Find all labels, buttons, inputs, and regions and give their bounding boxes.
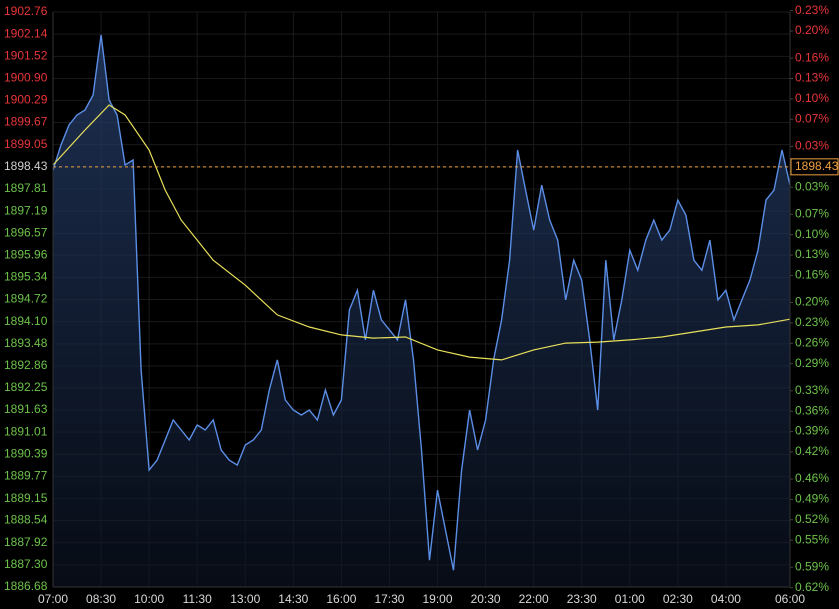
y2-tick-label: 0.20%: [795, 23, 829, 37]
y-tick-label: 1899.05: [4, 137, 48, 151]
y-tick-label: 1895.34: [4, 270, 48, 284]
y2-tick-label: 0.13%: [795, 71, 829, 85]
y2-tick-label: 0.29%: [795, 356, 829, 370]
y2-tick-label: 0.20%: [795, 295, 829, 309]
x-tick-label: 07:00: [38, 592, 68, 606]
y2-tick-label: 0.55%: [795, 532, 829, 546]
x-tick-label: 16:00: [326, 592, 356, 606]
average-line: [52, 104, 791, 361]
y-tick-label: 1893.48: [4, 336, 48, 350]
x-tick-label: 14:30: [278, 592, 308, 606]
y-tick-label: 1892.25: [4, 380, 48, 394]
axes: 1902.76 1902.14 1901.52 1900.90 1900.29 1899.…: [4, 3, 839, 606]
y2-tick-label: 0.42%: [795, 444, 829, 458]
y-tick-label: 1889.15: [4, 491, 48, 505]
x-tick-label: 11:30: [183, 592, 212, 606]
y2-tick-label: 0.33%: [795, 383, 829, 397]
y-tick-label: 1902.76: [4, 4, 48, 18]
y-tick-label: 1902.14: [4, 26, 48, 40]
x-tick-label: 10:00: [134, 592, 164, 606]
x-tick-label: 04:00: [711, 592, 741, 606]
y2-tick-label: 0.36%: [795, 403, 829, 417]
x-tick-label: 23:30: [567, 592, 597, 606]
y2-tick-label: 0.10%: [795, 227, 829, 241]
x-tick-label: 22:00: [519, 592, 549, 606]
y-tick-label: 1890.39: [4, 447, 48, 461]
y2-tick-label: 0.26%: [795, 335, 829, 349]
y2-tick-label: 0.23%: [795, 3, 829, 17]
y-tick-label: 1897.19: [4, 203, 48, 217]
price-box-label: 1898.43: [795, 159, 839, 173]
x-tick-label: 02:30: [663, 592, 693, 606]
y2-tick-label: 0.16%: [795, 268, 829, 282]
y-tick-label: 1896.57: [4, 226, 48, 240]
y2-tick-label: 0.46%: [795, 471, 829, 485]
y-tick-label: 1894.10: [4, 314, 48, 328]
y2-tick-label: 0.59%: [795, 559, 829, 573]
y-tick-label: 1888.54: [4, 513, 48, 527]
y2-tick-label: 0.16%: [795, 50, 829, 64]
y2-tick-label: 0.03%: [795, 179, 829, 193]
x-tick-label: 08:30: [86, 592, 116, 606]
y-tick-label: 1891.63: [4, 402, 48, 416]
x-tick-label: 06:00: [775, 592, 805, 606]
y-tick-label: 1891.01: [4, 424, 48, 438]
y2-tick-label: 0.23%: [795, 315, 829, 329]
y2-tick-label: 0.49%: [795, 492, 829, 506]
y-tick-label: 1887.30: [4, 557, 48, 571]
y-tick-label: 1897.81: [4, 181, 48, 195]
y-tick-label: 1900.90: [4, 71, 48, 85]
y2-tick-label: 0.39%: [795, 424, 829, 438]
x-tick-label: 17:30: [374, 592, 404, 606]
y2-tick-label: 0.10%: [795, 91, 829, 105]
y-tick-label: 1886.68: [4, 579, 48, 593]
y-tick-label: 1901.52: [4, 49, 48, 63]
y2-tick-label: 0.07%: [795, 206, 829, 220]
y-tick-label: 1899.67: [4, 115, 48, 129]
price-area: [53, 34, 790, 587]
x-tick-label: 01:00: [615, 592, 645, 606]
y-tick-label: 1894.72: [4, 292, 48, 306]
price-line: [52, 34, 791, 571]
y-tick-label: 1900.29: [4, 92, 48, 106]
y-tick-label: 1898.43: [4, 159, 48, 173]
price-box: [790, 158, 839, 176]
y2-tick-label: 0.03%: [795, 139, 829, 153]
y-tick-label: 1895.96: [4, 247, 48, 261]
y2-tick-label: 0.13%: [795, 247, 829, 261]
y2-tick-label: 0.62%: [795, 580, 829, 594]
plot-area: [52, 34, 791, 587]
y-tick-label: 1892.86: [4, 358, 48, 372]
x-tick-label: 13:00: [230, 592, 260, 606]
x-tick-label: 20:30: [471, 592, 501, 606]
y-tick-label: 1887.92: [4, 535, 48, 549]
x-tick-label: 19:00: [423, 592, 453, 606]
y2-tick-label: 0.52%: [795, 512, 829, 526]
y2-tick-label: 0.07%: [795, 111, 829, 125]
y-tick-label: 1889.77: [4, 469, 48, 483]
